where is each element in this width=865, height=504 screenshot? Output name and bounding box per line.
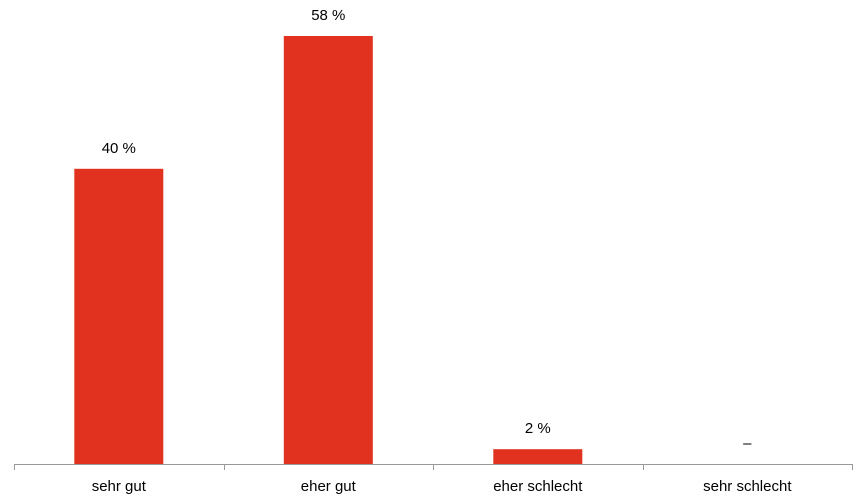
- data-label: 40 %: [102, 140, 136, 157]
- bar: [493, 449, 583, 464]
- data-label: 58 %: [311, 7, 345, 24]
- x-tick-label: sehr gut: [92, 478, 147, 495]
- bars-layer: [74, 36, 583, 465]
- bar: [74, 168, 164, 465]
- bar: [283, 36, 373, 464]
- data-label: 2 %: [525, 420, 551, 437]
- x-tick-label: sehr schlecht: [703, 478, 792, 495]
- x-axis: [14, 464, 853, 470]
- x-tick-label: eher schlecht: [493, 478, 583, 495]
- value-labels-layer: 40 % 58 % 2 % –: [102, 7, 752, 452]
- x-tick-labels: sehr gut eher gut eher schlecht sehr schlec…: [92, 478, 793, 495]
- x-tick-label: eher gut: [301, 478, 357, 495]
- data-label: –: [743, 435, 752, 452]
